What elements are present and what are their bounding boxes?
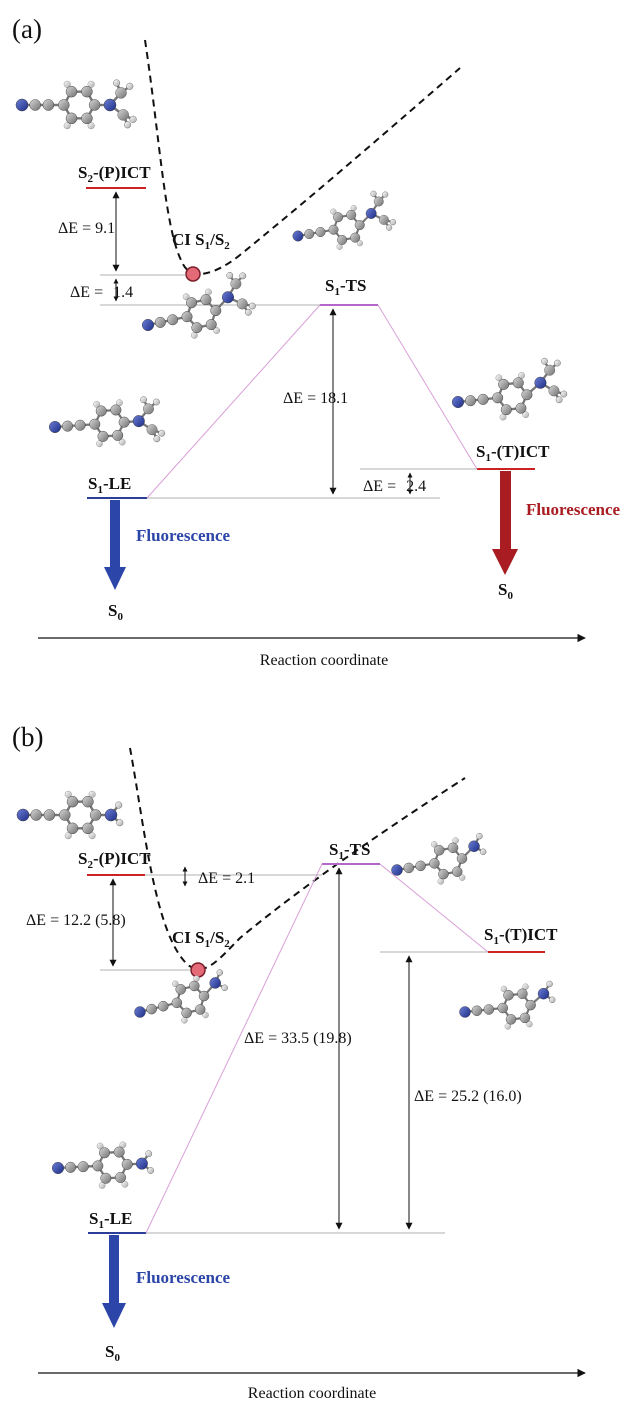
panel-b-fluorescence-label-left: Fluorescence bbox=[136, 1268, 231, 1287]
panel-a-ci-molecule-icon bbox=[142, 272, 256, 339]
panel-b-s1-tict-molecule-icon bbox=[459, 980, 556, 1030]
panel-b-axis-label: Reaction coordinate bbox=[248, 1385, 376, 1402]
panel-b-s0-label-left: S0 bbox=[105, 1342, 120, 1364]
panel-a-s1-tict-label: S1-(T)ICT bbox=[476, 442, 550, 464]
panel-a-ci-marker bbox=[185, 266, 201, 282]
panel-a-de-label-1: ΔE = 9.1 bbox=[58, 220, 115, 237]
panel-b-de-label-4: ΔE = 25.2 (16.0) bbox=[414, 1088, 522, 1105]
panel-a-fluorescence-arrow-right bbox=[492, 471, 518, 575]
panel-b: (b) ΔE = 2.1 ΔE = 12.2 (5.8) ΔE = 33.5 (… bbox=[12, 722, 586, 1402]
panel-a-s2-pict-label: S2-(P)ICT bbox=[78, 163, 151, 185]
panel-b-de-label-2: ΔE = 12.2 (5.8) bbox=[26, 912, 126, 929]
panel-b-ci-molecule-icon bbox=[134, 969, 228, 1024]
panel-a-s2-curve bbox=[144, 39, 461, 275]
panel-b-ci-label: CI S1/S2 bbox=[172, 928, 230, 950]
panel-b-s1-le-molecule-icon bbox=[52, 1141, 155, 1189]
panel-a-letter: (a) bbox=[12, 14, 42, 44]
panel-a-s2-pict-molecule-icon bbox=[15, 79, 137, 130]
panel-a-s1-path bbox=[146, 304, 478, 499]
panel-b-de-label-3: ΔE = 33.5 (19.8) bbox=[244, 1030, 352, 1047]
panel-a-de-label-3: ΔE = 18.1 bbox=[283, 390, 348, 407]
panel-a-s1-ts-label: S1-TS bbox=[325, 276, 366, 298]
panel-a-s1-le-molecule-icon bbox=[49, 396, 166, 448]
panel-a-fluorescence-label-left: Fluorescence bbox=[136, 526, 231, 545]
panel-b-s2-pict-label: S2-(P)ICT bbox=[78, 849, 151, 871]
panel-b-s1-ts-label: S1-TS bbox=[329, 840, 370, 862]
panel-a-reference-lines bbox=[100, 274, 477, 499]
panel-a-de-label-2: ΔE = 1.4 bbox=[70, 284, 133, 301]
panel-b-fluorescence-arrow-left bbox=[102, 1235, 126, 1328]
panel-b-s1-tict-label: S1-(T)ICT bbox=[484, 925, 558, 947]
panel-a-ci-label: CI S1/S2 bbox=[172, 230, 230, 252]
panel-a-s0-label-right: S0 bbox=[498, 580, 513, 602]
panel-a-s1-le-label: S1-LE bbox=[88, 474, 131, 496]
panel-a-s0-label-left: S0 bbox=[108, 601, 123, 623]
panel-a-fluorescence-label-right: Fluorescence bbox=[526, 500, 621, 519]
panel-b-reference-lines bbox=[100, 874, 488, 1234]
panel-b-s1-path bbox=[145, 863, 489, 1234]
panel-b-ci-marker bbox=[190, 962, 206, 978]
panel-a-fluorescence-arrow-left bbox=[104, 500, 126, 590]
panel-a-s1-tict-molecule-icon bbox=[452, 357, 568, 421]
panel-a-axis-label: Reaction coordinate bbox=[260, 652, 388, 669]
panel-a-s1-ts-molecule-icon bbox=[292, 190, 397, 250]
panel-b-s1-le-label: S1-LE bbox=[89, 1209, 132, 1231]
panel-b-s2-pict-molecule-icon bbox=[16, 790, 124, 840]
panel-b-de-label-1: ΔE = 2.1 bbox=[198, 870, 255, 887]
panel-b-s1-ts-molecule-icon bbox=[391, 832, 487, 885]
molecule-pictograms bbox=[15, 79, 568, 1189]
panel-b-s2-curve bbox=[129, 747, 466, 971]
panel-b-letter: (b) bbox=[12, 722, 43, 752]
panel-a-de-label-4: ΔE = 2.4 bbox=[363, 478, 426, 495]
panel-a: (a) ΔE = 9.1 ΔE = 1.4 ΔE = 18.1 ΔE = 2.4 bbox=[12, 14, 621, 669]
